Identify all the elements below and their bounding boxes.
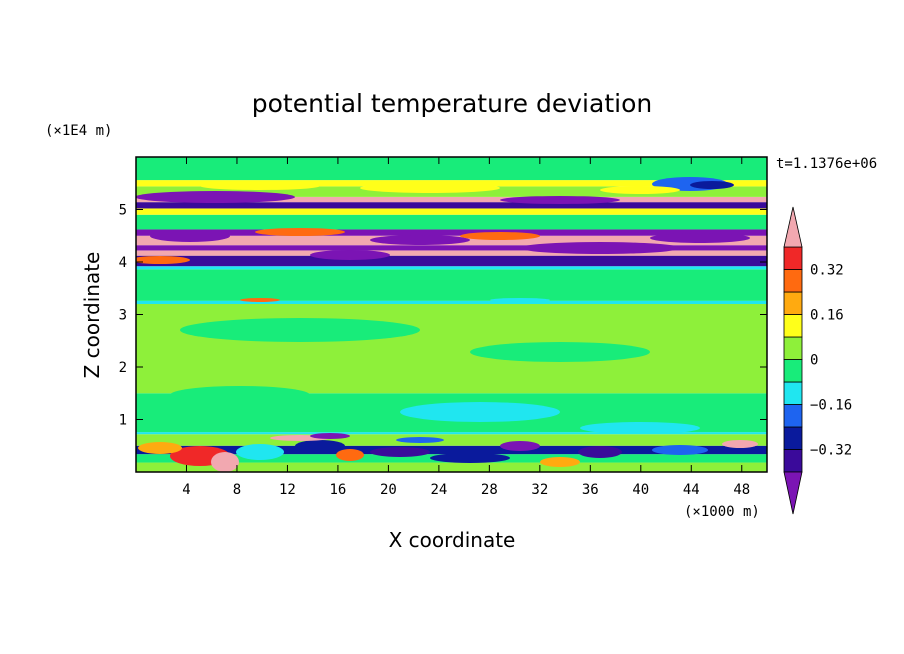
x-tick-label: 32 (531, 482, 548, 498)
colorbar-box-9 (783, 269, 803, 293)
colorbar-box-7 (783, 314, 803, 338)
colorbar-box-4 (783, 381, 803, 405)
eddy-31 (722, 440, 758, 448)
eddy-24 (295, 440, 345, 452)
eddy-30 (652, 445, 708, 455)
eddy-21 (580, 422, 700, 434)
colorbar-box-2 (783, 426, 803, 450)
x-tick-label: 8 (233, 482, 241, 498)
x-tick-label: 44 (683, 482, 700, 498)
colorbar-tick-label: −0.32 (810, 443, 852, 459)
field-band-7 (136, 300, 767, 304)
eddy-26 (370, 447, 430, 457)
field-band-10 (136, 255, 767, 267)
field-band-9 (136, 266, 767, 270)
eddy-27 (430, 453, 510, 463)
x-axis-label: X coordinate (389, 528, 516, 552)
colorbar-tick-label: 0 (810, 353, 818, 369)
colorbar-box-8 (783, 291, 803, 315)
colorbar-top-triangle (783, 206, 803, 248)
x-tick-label: 36 (582, 482, 599, 498)
field-band-16 (136, 208, 767, 215)
colorbar: 0.32 0.16 0 −0.16 −0.32 (783, 206, 852, 515)
eddy-29 (578, 446, 622, 458)
field-band-11 (136, 250, 767, 256)
x-tick-label: 20 (380, 482, 397, 498)
y-tick-label: 3 (119, 308, 127, 324)
field-band-3 (136, 434, 767, 446)
field-band-6 (136, 304, 767, 394)
eddy-1 (690, 181, 734, 189)
eddy-18 (470, 342, 650, 362)
colorbar-box-1 (783, 449, 803, 473)
eddy-2 (136, 191, 295, 203)
colorbar-box-3 (783, 404, 803, 428)
field-band-17 (136, 202, 767, 209)
eddy-13 (650, 233, 750, 243)
eddy-9 (520, 242, 680, 254)
field-band-21 (136, 157, 767, 181)
x-tick-label: 24 (430, 482, 447, 498)
eddy-12 (310, 250, 390, 260)
eddy-3 (500, 196, 620, 204)
field-band-8 (136, 269, 767, 301)
y-tick-label: 5 (119, 203, 127, 219)
eddy-23 (211, 452, 239, 472)
y-tick-label: 1 (119, 413, 127, 429)
eddy-32 (236, 444, 284, 460)
field-band-15 (136, 214, 767, 230)
eddy-17 (180, 318, 420, 342)
colorbar-bottom-triangle (783, 471, 803, 515)
y-axis-ticks: 1 2 3 4 5 (119, 203, 767, 429)
field-band-4 (136, 432, 767, 435)
eddy-11 (460, 232, 540, 240)
eddy-7 (150, 230, 230, 242)
colorbar-tick-label: −0.16 (810, 398, 852, 414)
eddy-14 (136, 256, 190, 264)
eddy-36 (396, 437, 444, 443)
eddy-28 (500, 441, 540, 451)
field-band-14 (136, 229, 767, 236)
colorbar-tick-label: 0.32 (810, 263, 844, 279)
x-axis-ticks: 4 8 12 16 20 24 28 32 36 40 44 48 (182, 157, 750, 498)
x-tick-label: 48 (733, 482, 750, 498)
colorbar-box-5 (783, 359, 803, 383)
x-tick-label: 12 (279, 482, 296, 498)
time-label: t=1.1376e+06 (776, 156, 877, 172)
eddy-15 (240, 298, 280, 302)
field-band-18 (136, 196, 767, 203)
eddy-37 (138, 442, 182, 454)
eddy-8 (370, 235, 470, 245)
x-tick-label: 4 (182, 482, 190, 498)
y-tick-label: 2 (119, 360, 127, 376)
colorbar-box-6 (783, 336, 803, 360)
eddy-5 (200, 182, 320, 190)
colorbar-box-10 (783, 246, 803, 270)
colorbar-tick-label: 0.16 (810, 308, 844, 324)
eddy-33 (540, 457, 580, 467)
field-band-2 (136, 445, 767, 455)
eddy-16 (490, 298, 550, 302)
x-tick-label: 40 (632, 482, 649, 498)
x-tick-label: 28 (481, 482, 498, 498)
field-band-12 (136, 245, 767, 251)
field-band-0 (136, 462, 767, 472)
eddy-20 (400, 402, 560, 422)
y-tick-label: 4 (119, 255, 127, 271)
eddy-6 (600, 186, 680, 194)
contour-eddies (136, 177, 758, 472)
eddy-4 (360, 183, 500, 193)
y-axis-label: Z coordinate (80, 252, 104, 379)
chart-title: potential temperature deviation (252, 89, 652, 118)
eddy-19 (170, 386, 310, 404)
eddy-35 (310, 433, 350, 439)
y-axis-unit: (×1E4 m) (45, 123, 112, 139)
eddy-25 (336, 449, 364, 461)
x-tick-label: 16 (329, 482, 346, 498)
eddy-10 (255, 228, 345, 236)
x-axis-unit: (×1000 m) (684, 504, 760, 520)
